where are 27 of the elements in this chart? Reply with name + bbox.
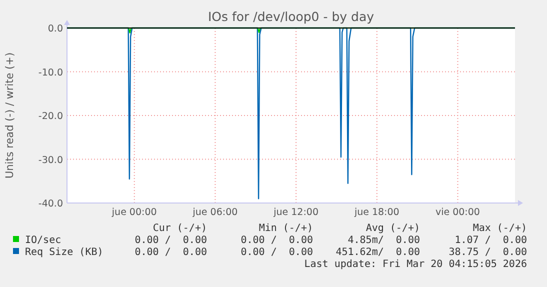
text: 1.07 / 0.00 [454, 235, 527, 246]
x-tick-label: jue 00:00 [110, 207, 157, 218]
x-tick-label: jue 18:00 [353, 207, 400, 218]
x-tick-label: jue 06:00 [192, 207, 238, 218]
text: 0.00 / 0.00 [134, 235, 207, 246]
text: Max (-/+) [472, 223, 527, 234]
text: 0.00 / 0.00 [240, 247, 313, 258]
legend-label: Req Size (KB) [25, 247, 104, 258]
y-tick-label: -30.0 [38, 154, 63, 166]
y-tick-label: 0.0 [48, 24, 63, 34]
y-tick-label: -10.0 [38, 67, 63, 78]
text: 451.62m/ 0.00 [336, 247, 420, 258]
text: Min (-/+) [258, 223, 313, 234]
x-tick-label: jue 12:00 [272, 207, 319, 218]
x-tick-label: vie 00:00 [435, 207, 480, 218]
text: Last update: Fri Mar 20 04:15:05 2026 [304, 259, 527, 270]
y-axis-title: Units read (-) / write (+) [4, 52, 16, 179]
chart-title: IOs for /dev/loop0 - by day [208, 9, 375, 24]
text: 0.00 / 0.00 [134, 247, 207, 258]
text: 4.85m/ 0.00 [348, 235, 420, 246]
text: Cur (-/+) [152, 223, 207, 234]
text: 0.00 / 0.00 [240, 235, 313, 246]
legend-label: IO/sec [25, 235, 62, 246]
text: 38.75 / 0.00 [448, 247, 527, 258]
text: Avg (-/+) [366, 223, 420, 234]
y-tick-label: -40.0 [38, 198, 63, 210]
y-tick-label: -20.0 [38, 111, 63, 122]
